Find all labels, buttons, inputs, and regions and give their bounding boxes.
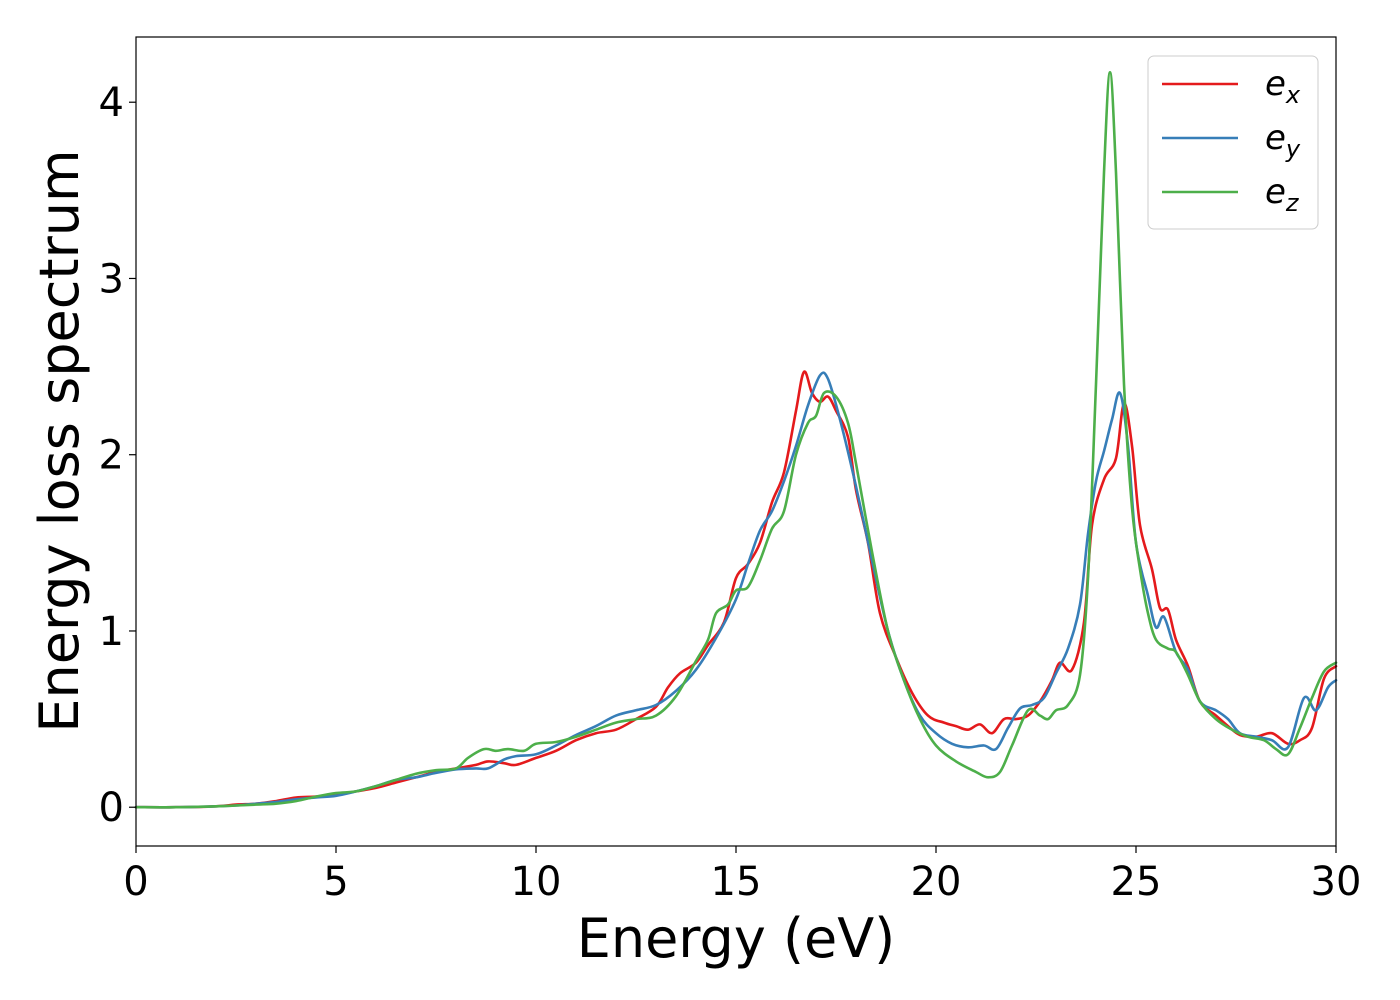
legend-label-ex: ex xyxy=(1265,64,1301,109)
y-axis-ticks: 0 1 2 3 4 xyxy=(99,80,136,831)
legend-label-subscript: x xyxy=(1285,81,1301,109)
legend-label-base: e xyxy=(1265,172,1286,212)
y-tick-label: 1 xyxy=(99,609,124,655)
x-tick-label: 25 xyxy=(1111,859,1162,905)
y-tick-label: 0 xyxy=(99,785,124,831)
x-tick-label: 15 xyxy=(711,859,762,905)
y-tick-label: 4 xyxy=(99,80,124,126)
series-line-ez xyxy=(134,71,1338,809)
series-layer xyxy=(134,71,1338,809)
x-tick-label: 30 xyxy=(1311,859,1362,905)
legend-label-ey: ey xyxy=(1265,118,1301,163)
legend-label-ez: ez xyxy=(1265,172,1300,217)
y-axis-label: Energy loss spectrum xyxy=(28,149,91,732)
x-axis-label: Energy (eV) xyxy=(577,907,896,970)
x-tick-label: 0 xyxy=(123,859,148,905)
x-tick-label: 20 xyxy=(911,859,962,905)
legend-label-base: e xyxy=(1265,64,1286,104)
legend-box xyxy=(1147,55,1319,230)
legend-label-subscript: z xyxy=(1285,189,1300,217)
y-tick-label: 3 xyxy=(99,256,124,302)
legend-label-subscript: y xyxy=(1285,135,1301,163)
x-axis-ticks: 0 5 10 15 20 25 30 xyxy=(123,846,1361,905)
x-tick-label: 5 xyxy=(323,859,348,905)
legend-label-base: e xyxy=(1265,118,1286,158)
x-tick-label: 10 xyxy=(511,859,562,905)
series-line-ey xyxy=(134,371,1338,809)
y-tick-label: 2 xyxy=(99,433,124,479)
